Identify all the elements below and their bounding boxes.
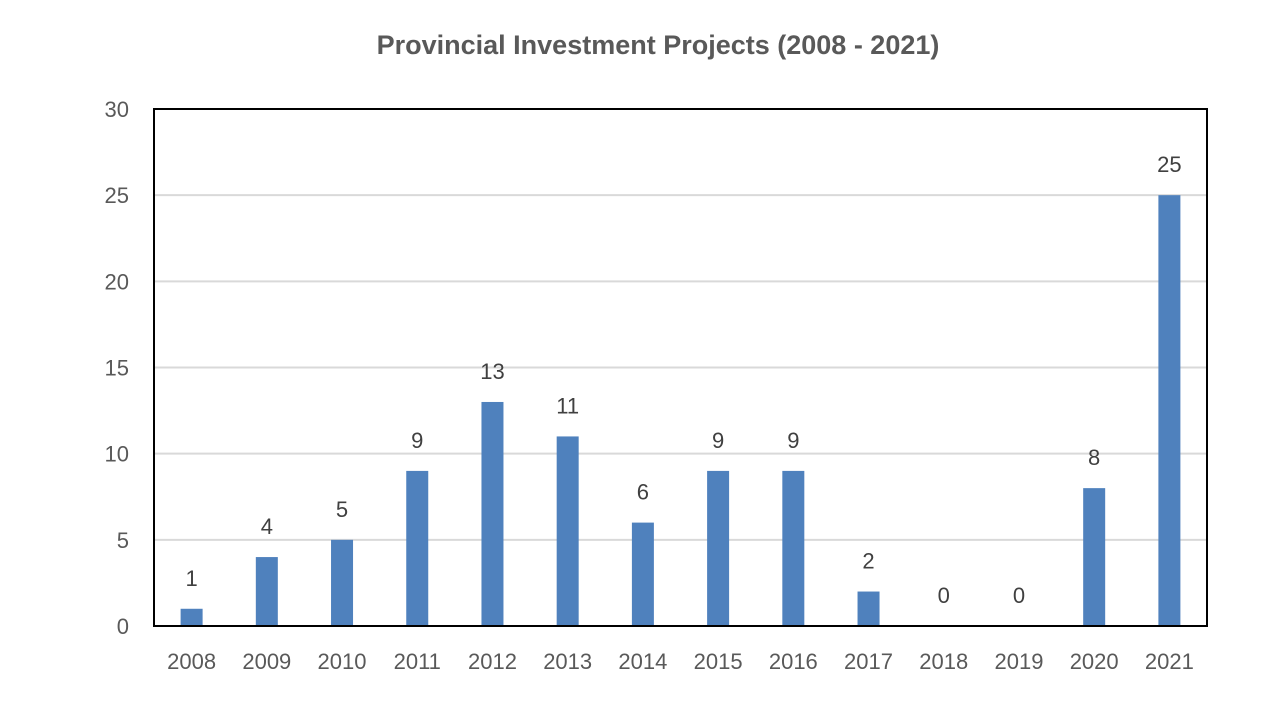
bar (782, 470, 805, 626)
x-tick-label: 2009 (242, 649, 291, 674)
plot-frame (153, 108, 1208, 627)
bar (707, 470, 730, 626)
x-tick-label: 2018 (919, 649, 968, 674)
bar (1083, 488, 1106, 626)
plot-border (153, 108, 1208, 627)
y-tick-label: 20 (105, 269, 129, 294)
x-tick-label: 2015 (694, 649, 743, 674)
y-tick-label: 10 (105, 442, 129, 467)
data-label: 9 (787, 428, 799, 453)
data-label: 13 (480, 359, 504, 384)
y-tick-label: 0 (117, 614, 129, 639)
bars (180, 195, 1181, 626)
x-tick-label: 2019 (994, 649, 1043, 674)
x-tick-label: 2021 (1145, 649, 1194, 674)
x-tick-label: 2012 (468, 649, 517, 674)
x-axis-ticks: 2008 2009 2010 2011 2012 2013 2014 2015 2016 2017… (167, 649, 1194, 674)
data-label: 5 (336, 497, 348, 522)
bar (631, 522, 654, 626)
x-tick-label: 2017 (844, 649, 893, 674)
data-label: 0 (1013, 583, 1025, 608)
x-tick-label: 2010 (318, 649, 367, 674)
bar (857, 591, 880, 626)
data-label: 9 (712, 428, 724, 453)
data-label: 6 (637, 480, 649, 505)
x-tick-label: 2011 (394, 649, 441, 674)
data-label: 8 (1088, 445, 1100, 470)
bar (180, 608, 203, 626)
bar (1158, 195, 1181, 626)
data-label: 2 (862, 549, 874, 574)
chart-title: Provincial Investment Projects (2008 - 2… (376, 30, 940, 60)
y-tick-label: 5 (117, 528, 129, 553)
data-label: 11 (556, 393, 579, 418)
gridlines (154, 194, 1207, 541)
bar (481, 401, 504, 626)
y-axis-ticks: 0 5 10 15 20 25 30 (105, 97, 129, 639)
x-tick-label: 2008 (167, 649, 216, 674)
data-label: 4 (261, 514, 273, 539)
y-tick-label: 30 (105, 97, 129, 122)
data-labels: 1 4 5 9 13 11 6 9 9 2 0 0 8 25 (185, 152, 1181, 608)
bar (331, 539, 354, 626)
x-tick-label: 2016 (769, 649, 818, 674)
data-label: 0 (938, 583, 950, 608)
data-label: 25 (1157, 152, 1181, 177)
x-tick-label: 2014 (618, 649, 667, 674)
x-tick-label: 2020 (1070, 649, 1119, 674)
data-label: 1 (185, 566, 197, 591)
bar (556, 436, 579, 626)
y-tick-label: 15 (105, 356, 129, 381)
bar (406, 470, 429, 626)
data-label: 9 (411, 428, 423, 453)
x-tick-label: 2013 (543, 649, 592, 674)
bar (255, 557, 278, 626)
y-tick-label: 25 (105, 183, 129, 208)
